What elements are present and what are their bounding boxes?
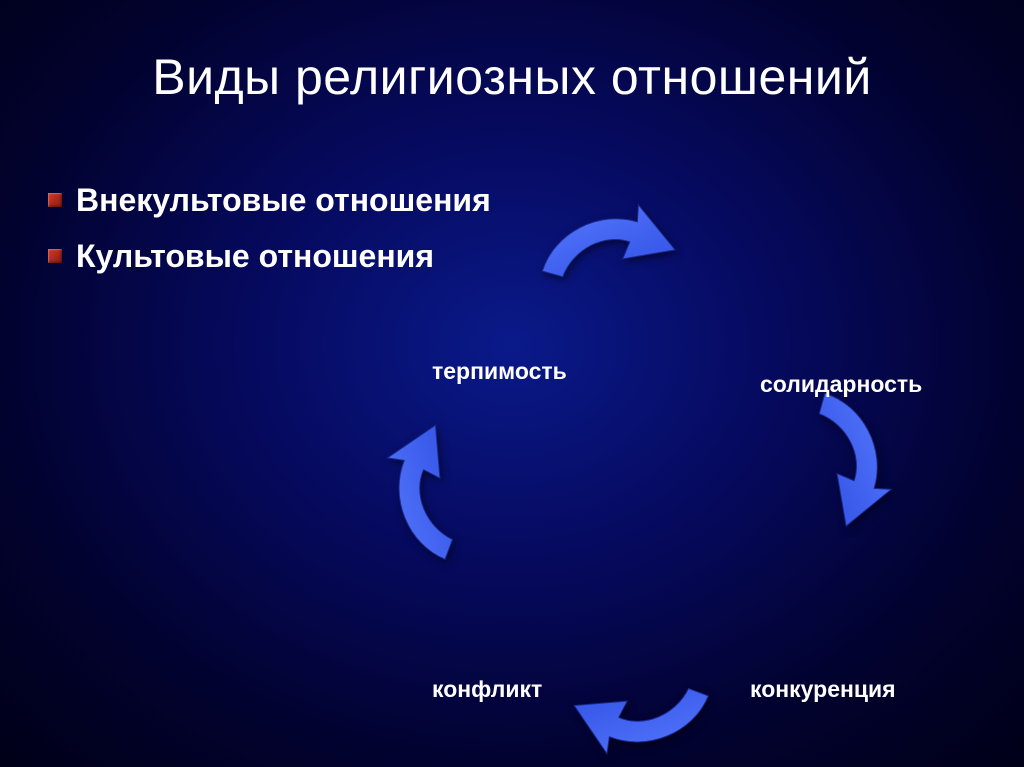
bullet-item: Внекультовые отношения xyxy=(48,180,491,220)
cycle-label-tolerance: терпимость xyxy=(432,358,567,385)
cycle-label-competition: конкуренция xyxy=(750,676,896,703)
cycle-label-conflict: конфликт xyxy=(432,676,542,703)
slide-title: Виды религиозных отношений xyxy=(0,0,1024,106)
bullet-list: Внекультовые отношения Культовые отношен… xyxy=(48,180,491,292)
cycle-arrow xyxy=(520,181,680,341)
cycle-label-solidarity: солидарность xyxy=(760,371,922,398)
bullet-item: Культовые отношения xyxy=(48,236,491,276)
cycle-arrow xyxy=(360,421,520,581)
cycle-arrow xyxy=(570,621,730,767)
